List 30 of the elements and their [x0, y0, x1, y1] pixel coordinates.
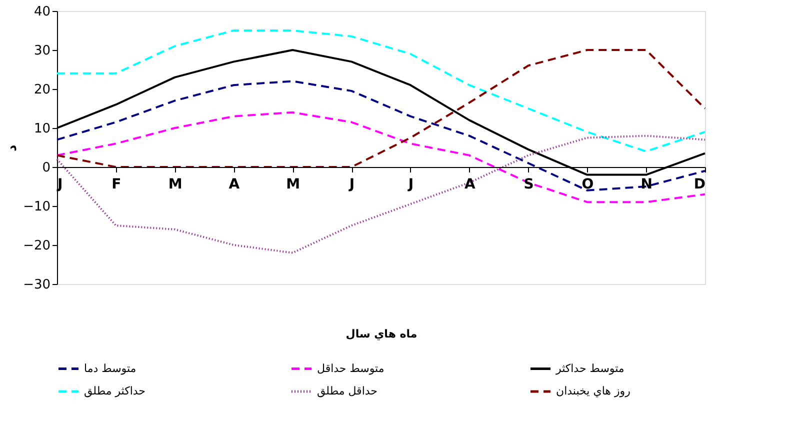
y-tick-label: −30 — [23, 278, 50, 292]
line-series — [56, 111, 706, 204]
y-tick-label: 30 — [34, 44, 50, 58]
y-tick-label: 20 — [34, 82, 50, 98]
x-tick-label: J — [407, 176, 414, 192]
y-tick-label: 10 — [34, 122, 50, 136]
legend-label: متوسط حداكثر — [555, 362, 624, 375]
legend-label: حداقل مطلق — [317, 384, 378, 398]
line-series — [56, 30, 706, 152]
x-tick-label: N — [640, 176, 652, 192]
x-tick-label: D — [694, 176, 706, 192]
y-tick-label: 0 — [42, 160, 50, 176]
legend-label: حداكثر مطلق — [84, 384, 146, 398]
y-axis-title: د — [5, 144, 20, 152]
line-series — [56, 80, 706, 192]
x-tick-label: M — [168, 176, 182, 192]
legend-label: متوسط دما — [84, 362, 136, 375]
legend-label: روز هاي يخبندان — [556, 384, 630, 398]
x-tick-label: F — [112, 176, 122, 192]
x-tick-label: A — [228, 176, 240, 192]
y-tick-label: −10 — [23, 200, 50, 214]
legend-label: متوسط حداقل — [317, 362, 384, 375]
x-tick-label: J — [348, 176, 355, 192]
x-axis-title: ماه هاي سال — [346, 328, 418, 340]
y-tick-label: −20 — [23, 238, 50, 254]
x-tick-label: A — [464, 176, 476, 192]
y-tick-label: 40 — [34, 4, 50, 20]
line-series — [56, 134, 706, 254]
x-tick-label: M — [286, 176, 300, 192]
x-tick-label: O — [582, 176, 594, 192]
